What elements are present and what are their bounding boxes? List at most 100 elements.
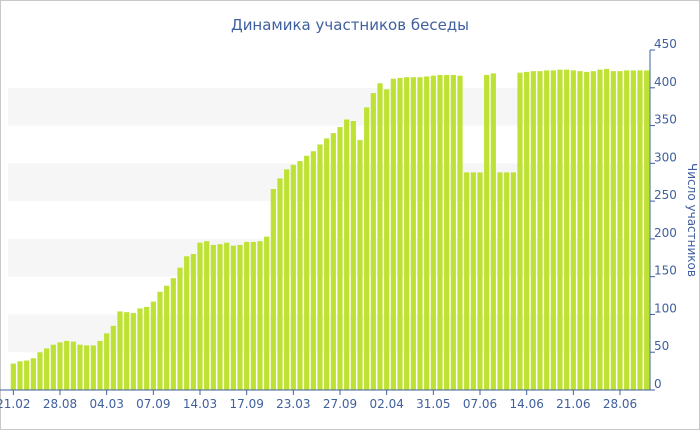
bar (597, 69, 603, 390)
x-tick-label: 04.03 (89, 397, 123, 411)
bar (417, 77, 423, 390)
bar (104, 333, 110, 390)
x-tick-label: 07.09 (136, 397, 170, 411)
bar (77, 344, 83, 390)
bar (157, 291, 163, 390)
x-tick-label: 21.02 (0, 397, 31, 411)
bar (190, 254, 196, 390)
bar (644, 70, 650, 391)
bar (357, 139, 363, 390)
bar (17, 361, 23, 390)
x-tick-label: 17.09 (229, 397, 263, 411)
bar (464, 172, 470, 390)
bars (10, 68, 650, 391)
bar (177, 267, 183, 390)
bar (270, 189, 276, 390)
bar (330, 133, 336, 391)
bar (110, 325, 116, 390)
bar (97, 340, 103, 390)
y-tick-label: 400 (654, 75, 677, 89)
bar (124, 312, 130, 390)
bar (237, 244, 243, 390)
bar (450, 74, 456, 391)
bar (570, 70, 576, 391)
bar (44, 348, 50, 390)
bar (150, 301, 156, 390)
bar (530, 71, 536, 390)
bar (164, 285, 170, 390)
bar (204, 241, 210, 390)
bar (37, 352, 43, 390)
bar (277, 178, 283, 390)
bar (324, 138, 330, 390)
x-ticks: 21.02 28.08 04.03 07.09 14.03 17.09 23.03 27.09… (0, 390, 637, 411)
bar (304, 155, 310, 390)
bar (30, 358, 36, 390)
y-tick-label: 0 (654, 377, 662, 391)
bar (244, 241, 250, 390)
y-tick-label: 250 (654, 188, 677, 202)
bar (297, 161, 303, 390)
bar (557, 69, 563, 390)
bar (564, 69, 570, 390)
bar (364, 107, 370, 391)
y-axis-label: Число участников (685, 163, 699, 277)
bar (577, 71, 583, 390)
bar (224, 242, 230, 390)
bar (377, 83, 383, 391)
chart-title: Динамика участников беседы (231, 16, 469, 34)
bar (604, 68, 610, 390)
bar (170, 278, 176, 390)
bar (310, 151, 316, 390)
bar (424, 76, 430, 390)
bar (24, 360, 30, 390)
bar (370, 93, 376, 390)
bar (130, 312, 136, 390)
bar (117, 311, 123, 390)
bar (344, 119, 350, 390)
x-tick-label: 14.03 (183, 397, 217, 411)
bar (624, 70, 630, 391)
bar (497, 172, 503, 390)
bar (317, 144, 323, 390)
bar (230, 245, 236, 390)
x-tick-label: 21.06 (556, 397, 590, 411)
x-tick-label: 07.06 (463, 397, 497, 411)
bar (470, 172, 476, 390)
bar (90, 345, 96, 390)
bar (537, 71, 543, 390)
bar (250, 241, 256, 390)
bar (57, 342, 63, 390)
bar (544, 70, 550, 391)
y-tick-label: 300 (654, 150, 677, 164)
x-tick-label: 14.06 (509, 397, 543, 411)
y-tick-label: 150 (654, 264, 677, 278)
bar (290, 164, 296, 390)
bar (50, 344, 56, 390)
bar (350, 121, 356, 391)
x-tick-label: 28.08 (43, 397, 77, 411)
y-tick-label: 450 (654, 37, 677, 51)
y-ticks: 0 50 100 150 200 250 300 350 400 450 (650, 37, 677, 391)
bar (404, 77, 410, 390)
grid-band (8, 87, 650, 126)
x-tick-label: 28.06 (603, 397, 637, 411)
bar (337, 127, 343, 390)
bar (510, 172, 516, 390)
bar (457, 75, 463, 390)
bar (410, 77, 416, 390)
x-tick-label: 23.03 (276, 397, 310, 411)
bar (397, 77, 403, 391)
bar (490, 73, 496, 391)
bar (590, 71, 596, 390)
bar (584, 71, 590, 390)
bar (637, 70, 643, 391)
bar (70, 341, 76, 390)
bar (504, 172, 510, 390)
bar (484, 74, 490, 391)
bar (384, 89, 390, 390)
bar (550, 70, 556, 391)
bar (437, 74, 443, 391)
y-tick-label: 200 (654, 226, 677, 240)
